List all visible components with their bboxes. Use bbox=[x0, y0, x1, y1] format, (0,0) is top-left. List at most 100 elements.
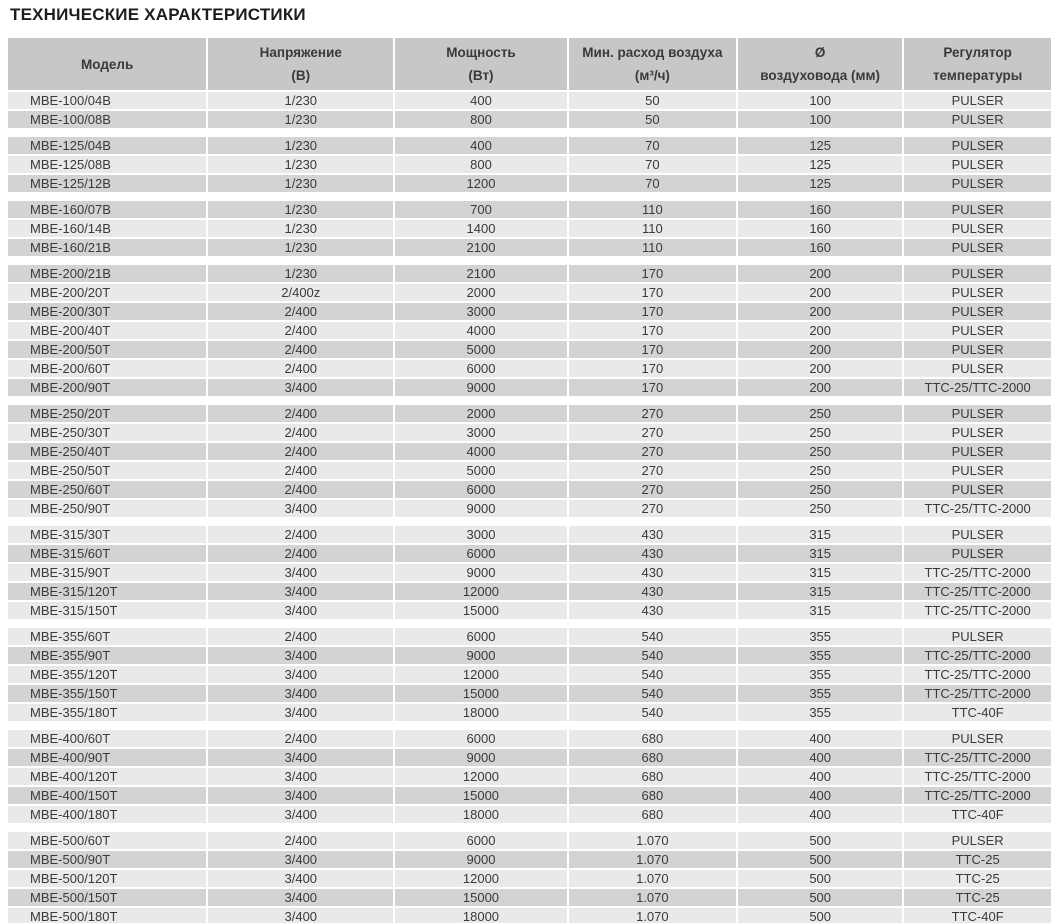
cell-model: MBE-160/14B bbox=[8, 220, 207, 237]
group-spacer bbox=[8, 398, 1051, 403]
group-spacer bbox=[8, 519, 1051, 524]
cell-diameter: 200 bbox=[738, 284, 903, 301]
header-airflow: Мин. расход воздуха (м³/ч) bbox=[568, 38, 737, 90]
table-row: MBE-400/60T 2/400 6000 680 400 PULSER bbox=[8, 730, 1051, 747]
cell-diameter: 315 bbox=[738, 545, 903, 562]
cell-power: 15000 bbox=[395, 787, 567, 804]
group-spacer bbox=[8, 194, 1051, 199]
cell-voltage: 2/400z bbox=[208, 284, 394, 301]
cell-voltage: 2/400 bbox=[208, 481, 394, 498]
cell-power: 6000 bbox=[395, 360, 567, 377]
cell-diameter: 315 bbox=[738, 602, 903, 619]
cell-voltage: 2/400 bbox=[208, 303, 394, 320]
cell-regulator: TTC-25/TTC-2000 bbox=[904, 685, 1051, 702]
cell-diameter: 200 bbox=[738, 322, 903, 339]
table-row: MBE-500/60T 2/400 6000 1.070 500 PULSER bbox=[8, 832, 1051, 849]
table-row: MBE-160/21B 1/230 2100 110 160 PULSER bbox=[8, 239, 1051, 256]
table-row: MBE-200/20T 2/400z 2000 170 200 PULSER bbox=[8, 284, 1051, 301]
table-row: MBE-100/04B 1/230 400 50 100 PULSER bbox=[8, 92, 1051, 109]
table-row: MBE-400/90T 3/400 9000 680 400 TTC-25/TTC-200… bbox=[8, 749, 1051, 766]
cell-power: 2100 bbox=[395, 239, 567, 256]
cell-regulator: TTC-25/TTC-2000 bbox=[904, 379, 1051, 396]
cell-voltage: 3/400 bbox=[208, 379, 394, 396]
cell-regulator: PULSER bbox=[904, 405, 1051, 422]
cell-diameter: 160 bbox=[738, 220, 903, 237]
cell-diameter: 200 bbox=[738, 379, 903, 396]
cell-airflow: 1.070 bbox=[568, 851, 737, 868]
cell-regulator: PULSER bbox=[904, 201, 1051, 218]
cell-power: 6000 bbox=[395, 481, 567, 498]
cell-regulator: PULSER bbox=[904, 137, 1051, 154]
cell-model: MBE-200/30T bbox=[8, 303, 207, 320]
cell-regulator: PULSER bbox=[904, 481, 1051, 498]
group-spacer bbox=[8, 621, 1051, 626]
cell-airflow: 430 bbox=[568, 583, 737, 600]
header-row: Модель Напряжение (В) Мощность (Вт) Мин.… bbox=[8, 38, 1051, 90]
cell-model: MBE-400/180T bbox=[8, 806, 207, 823]
cell-model: MBE-200/50T bbox=[8, 341, 207, 358]
header-model: Модель bbox=[8, 38, 207, 90]
cell-power: 6000 bbox=[395, 730, 567, 747]
cell-diameter: 355 bbox=[738, 666, 903, 683]
cell-airflow: 1.070 bbox=[568, 889, 737, 906]
cell-model: MBE-355/60T bbox=[8, 628, 207, 645]
cell-airflow: 540 bbox=[568, 647, 737, 664]
cell-voltage: 2/400 bbox=[208, 341, 394, 358]
cell-regulator: PULSER bbox=[904, 832, 1051, 849]
header-sublabel: воздуховода (мм) bbox=[760, 68, 881, 83]
cell-regulator: PULSER bbox=[904, 284, 1051, 301]
cell-model: MBE-250/50T bbox=[8, 462, 207, 479]
table-row: MBE-355/60T 2/400 6000 540 355 PULSER bbox=[8, 628, 1051, 645]
cell-regulator: PULSER bbox=[904, 111, 1051, 128]
group-spacer-cell bbox=[8, 194, 1051, 199]
cell-model: MBE-250/40T bbox=[8, 443, 207, 460]
cell-voltage: 3/400 bbox=[208, 666, 394, 683]
cell-airflow: 270 bbox=[568, 405, 737, 422]
group-spacer-cell bbox=[8, 130, 1051, 135]
cell-model: MBE-355/150T bbox=[8, 685, 207, 702]
cell-regulator: PULSER bbox=[904, 156, 1051, 173]
cell-airflow: 110 bbox=[568, 201, 737, 218]
cell-power: 12000 bbox=[395, 870, 567, 887]
cell-power: 2100 bbox=[395, 265, 567, 282]
cell-voltage: 3/400 bbox=[208, 602, 394, 619]
cell-airflow: 270 bbox=[568, 443, 737, 460]
cell-diameter: 400 bbox=[738, 749, 903, 766]
cell-airflow: 680 bbox=[568, 749, 737, 766]
group-spacer-cell bbox=[8, 621, 1051, 626]
group-spacer-cell bbox=[8, 519, 1051, 524]
group-spacer-cell bbox=[8, 723, 1051, 728]
cell-voltage: 3/400 bbox=[208, 500, 394, 517]
cell-regulator: TTC-25/TTC-2000 bbox=[904, 768, 1051, 785]
cell-voltage: 2/400 bbox=[208, 424, 394, 441]
cell-regulator: PULSER bbox=[904, 341, 1051, 358]
cell-regulator: PULSER bbox=[904, 628, 1051, 645]
cell-power: 700 bbox=[395, 201, 567, 218]
cell-power: 6000 bbox=[395, 832, 567, 849]
cell-diameter: 200 bbox=[738, 303, 903, 320]
table-row: MBE-200/30T 2/400 3000 170 200 PULSER bbox=[8, 303, 1051, 320]
cell-model: MBE-400/150T bbox=[8, 787, 207, 804]
cell-power: 15000 bbox=[395, 685, 567, 702]
cell-model: MBE-400/90T bbox=[8, 749, 207, 766]
cell-model: MBE-200/60T bbox=[8, 360, 207, 377]
cell-airflow: 170 bbox=[568, 341, 737, 358]
cell-regulator: PULSER bbox=[904, 220, 1051, 237]
spec-table: Модель Напряжение (В) Мощность (Вт) Мин.… bbox=[6, 36, 1053, 923]
table-row: MBE-315/30T 2/400 3000 430 315 PULSER bbox=[8, 526, 1051, 543]
cell-voltage: 1/230 bbox=[208, 201, 394, 218]
cell-voltage: 2/400 bbox=[208, 443, 394, 460]
cell-regulator: PULSER bbox=[904, 526, 1051, 543]
cell-voltage: 2/400 bbox=[208, 405, 394, 422]
cell-voltage: 1/230 bbox=[208, 92, 394, 109]
cell-regulator: TTC-25/TTC-2000 bbox=[904, 602, 1051, 619]
cell-diameter: 125 bbox=[738, 156, 903, 173]
table-row: MBE-315/150T 3/400 15000 430 315 TTC-25/TTC-2… bbox=[8, 602, 1051, 619]
cell-regulator: TTC-25/TTC-2000 bbox=[904, 647, 1051, 664]
cell-airflow: 1.070 bbox=[568, 832, 737, 849]
cell-regulator: PULSER bbox=[904, 92, 1051, 109]
cell-diameter: 160 bbox=[738, 239, 903, 256]
cell-airflow: 540 bbox=[568, 628, 737, 645]
cell-model: MBE-400/60T bbox=[8, 730, 207, 747]
cell-model: MBE-125/12B bbox=[8, 175, 207, 192]
